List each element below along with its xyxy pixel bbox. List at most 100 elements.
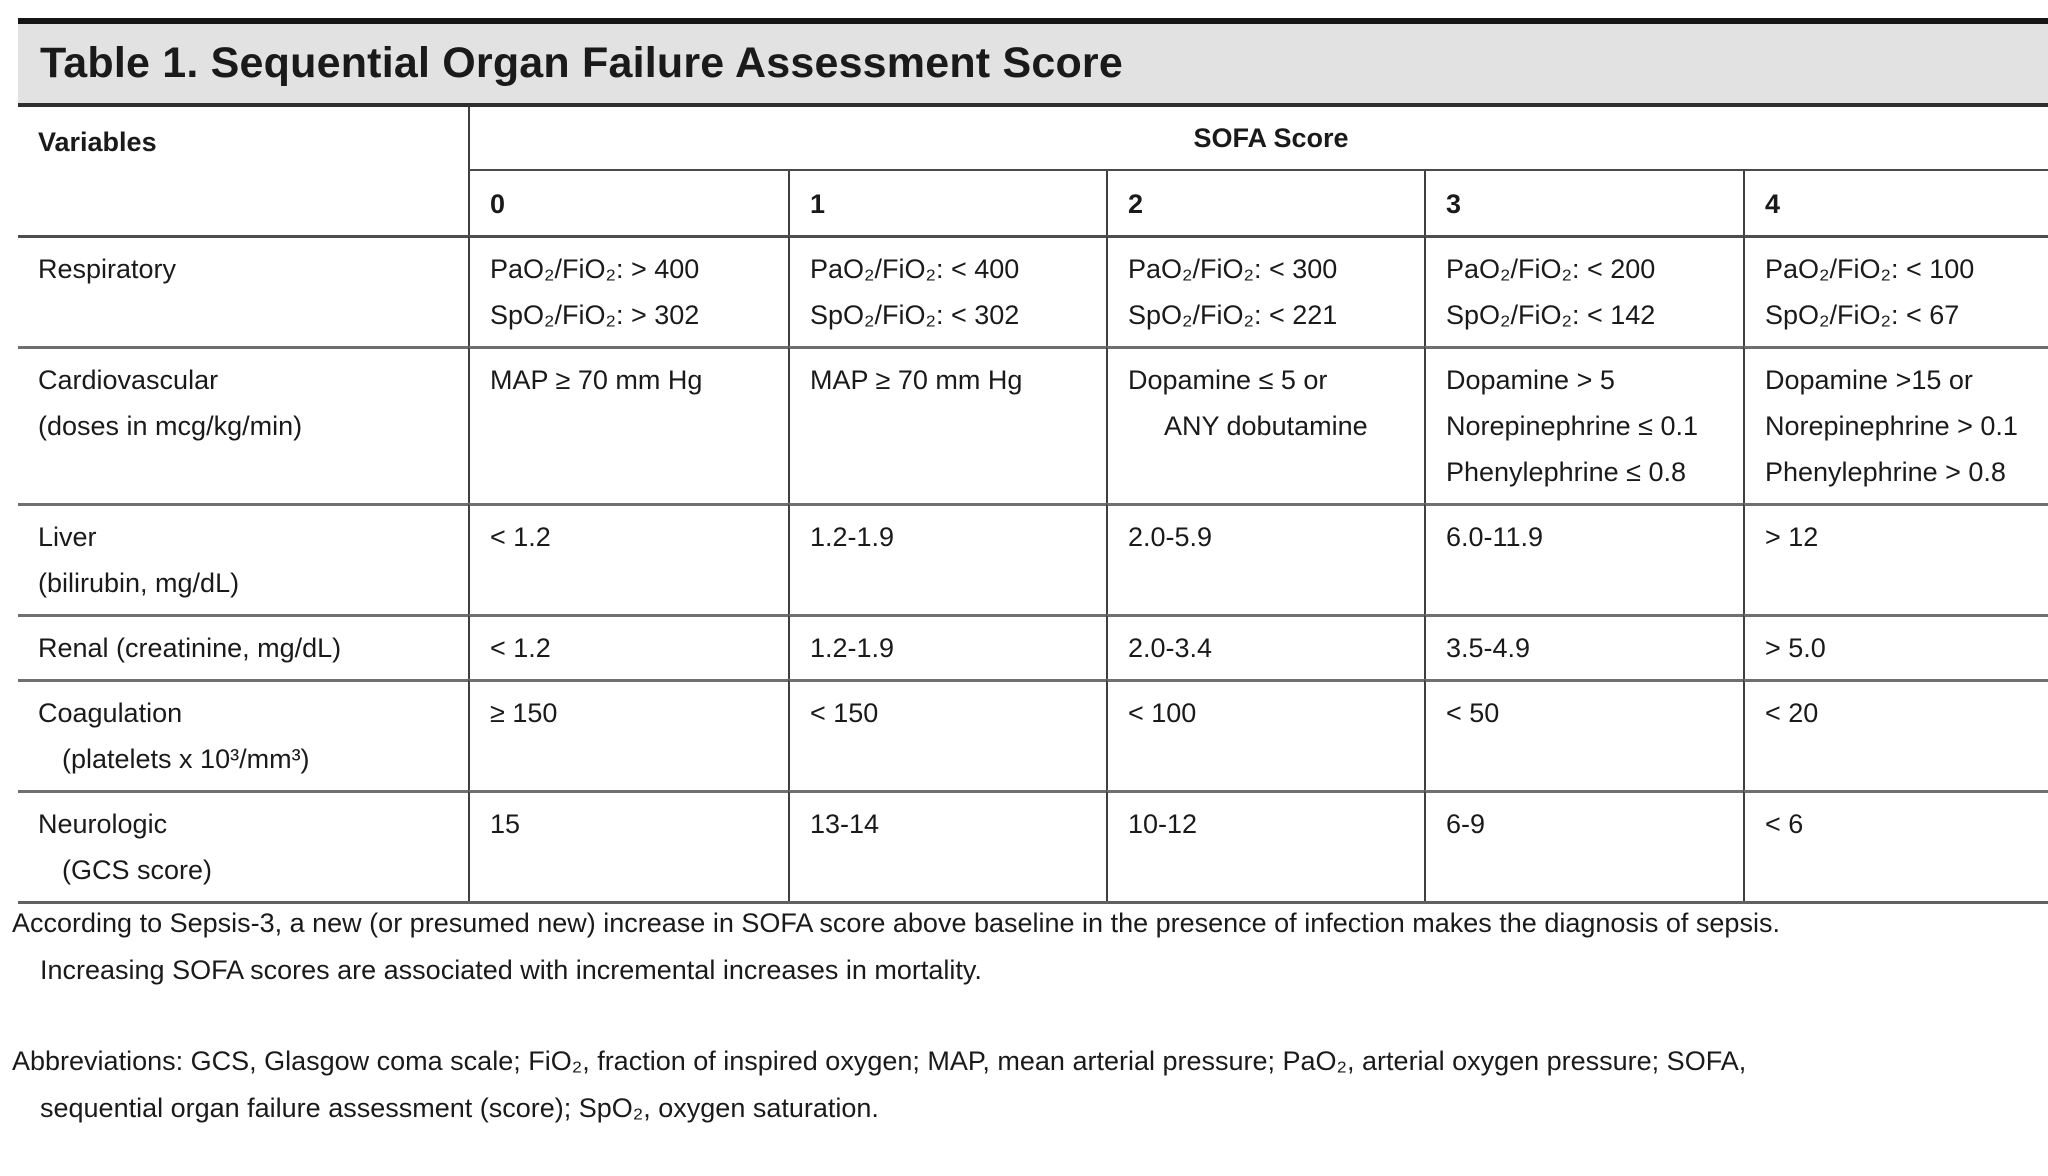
cell-line: SpO₂/FiO₂: < 302 [810, 300, 1020, 330]
cell-line: 1.2-1.9 [810, 522, 895, 552]
cell-respiratory-score4: PaO₂/FiO₂: < 100 SpO₂/FiO₂: < 67 [1743, 235, 2048, 346]
row-label-respiratory: Respiratory [18, 235, 468, 346]
score-col-label: 4 [1765, 189, 1781, 219]
cell-liver-score1: 1.2-1.9 [788, 503, 1106, 614]
cell-renal-score3: 3.5-4.9 [1424, 614, 1743, 679]
header-variables: Variables [18, 107, 468, 235]
cell-cardiovascular-score2: Dopamine ≤ 5 or ANY dobutamine [1106, 346, 1424, 503]
cell-line: SpO₂/FiO₂: > 302 [490, 300, 700, 330]
row-label-coagulation: Coagulation (platelets x 10³/mm³) [18, 679, 468, 790]
cell-line: Phenylephrine ≤ 0.8 [1446, 457, 1686, 487]
cell-line: < 20 [1765, 698, 1819, 728]
row-label-neurologic: Neurologic (GCS score) [18, 790, 468, 901]
cell-line: PaO₂/FiO₂: < 300 [1128, 254, 1338, 284]
header-sofa-score: SOFA Score [468, 107, 2048, 171]
cell-line: > 5.0 [1765, 633, 1826, 663]
cell-respiratory-score2: PaO₂/FiO₂: < 300 SpO₂/FiO₂: < 221 [1106, 235, 1424, 346]
row-label-line: Coagulation [38, 698, 183, 728]
cell-line: 15 [490, 809, 521, 839]
cell-neurologic-score0: 15 [468, 790, 788, 901]
header-variables-label: Variables [38, 127, 157, 157]
page: Table 1. Sequential Organ Failure Assess… [12, 18, 2048, 1123]
cell-neurologic-score4: < 6 [1743, 790, 2048, 901]
header-score-4: 4 [1743, 171, 2048, 235]
row-label-cardiovascular: Cardiovascular (doses in mcg/kg/min) [18, 346, 468, 503]
cell-line: Dopamine > 5 [1446, 365, 1615, 395]
row-label-renal: Renal (creatinine, mg/dL) [18, 614, 468, 679]
cell-line: 6-9 [1446, 809, 1486, 839]
sofa-table: Table 1. Sequential Organ Failure Assess… [18, 18, 2048, 904]
cell-neurologic-score1: 13-14 [788, 790, 1106, 901]
cell-line: < 150 [810, 698, 879, 728]
cell-line: Dopamine ≤ 5 or [1128, 365, 1328, 395]
row-label-line: (bilirubin, mg/dL) [38, 568, 240, 598]
cell-line: 2.0-5.9 [1128, 522, 1213, 552]
cell-line: PaO₂/FiO₂: > 400 [490, 254, 700, 284]
row-label-line: Renal (creatinine, mg/dL) [38, 633, 342, 663]
row-label-line: Respiratory [38, 254, 177, 284]
cell-coagulation-score0: ≥ 150 [468, 679, 788, 790]
cell-line: Dopamine >15 or [1765, 365, 1973, 395]
cell-line: > 12 [1765, 522, 1819, 552]
cell-line: 1.2-1.9 [810, 633, 895, 663]
note-line: Abbreviations: GCS, Glasgow coma scale; … [12, 1046, 1747, 1076]
header-score-3: 3 [1424, 171, 1743, 235]
cell-cardiovascular-score4: Dopamine >15 or Norepinephrine > 0.1 Phe… [1743, 346, 2048, 503]
cell-coagulation-score3: < 50 [1424, 679, 1743, 790]
cell-renal-score0: < 1.2 [468, 614, 788, 679]
note-sepsis: According to Sepsis-3, a new (or presume… [12, 900, 1780, 994]
row-label-line: Liver [38, 522, 97, 552]
score-col-label: 2 [1128, 189, 1144, 219]
cell-line: < 100 [1128, 698, 1197, 728]
cell-line: < 6 [1765, 809, 1804, 839]
cell-line: < 1.2 [490, 633, 551, 663]
cell-line: ≥ 150 [490, 698, 558, 728]
row-label-line: Neurologic [38, 809, 168, 839]
cell-liver-score2: 2.0-5.9 [1106, 503, 1424, 614]
cell-coagulation-score2: < 100 [1106, 679, 1424, 790]
cell-renal-score1: 1.2-1.9 [788, 614, 1106, 679]
cell-line: PaO₂/FiO₂: < 200 [1446, 254, 1656, 284]
cell-line: Phenylephrine > 0.8 [1765, 457, 2006, 487]
cell-line: 10-12 [1128, 809, 1198, 839]
header-score-0: 0 [468, 171, 788, 235]
cell-line: Norepinephrine ≤ 0.1 [1446, 411, 1698, 441]
cell-neurologic-score3: 6-9 [1424, 790, 1743, 901]
score-col-label: 0 [490, 189, 506, 219]
note-line: sequential organ failure assessment (sco… [40, 1093, 879, 1123]
cell-line: PaO₂/FiO₂: < 100 [1765, 254, 1975, 284]
table-grid: Variables SOFA Score 0 1 2 3 4 Respirato… [18, 107, 2048, 904]
table-title: Table 1. Sequential Organ Failure Assess… [40, 39, 1123, 87]
cell-line: SpO₂/FiO₂: < 221 [1128, 300, 1338, 330]
note-line: According to Sepsis-3, a new (or presume… [12, 908, 1780, 938]
footnotes: According to Sepsis-3, a new (or presume… [12, 900, 1780, 1176]
header-sofa-score-label: SOFA Score [1193, 123, 1349, 153]
cell-respiratory-score3: PaO₂/FiO₂: < 200 SpO₂/FiO₂: < 142 [1424, 235, 1743, 346]
cell-line: < 50 [1446, 698, 1500, 728]
cell-coagulation-score4: < 20 [1743, 679, 2048, 790]
cell-liver-score4: > 12 [1743, 503, 2048, 614]
score-col-label: 3 [1446, 189, 1462, 219]
header-score-1: 1 [788, 171, 1106, 235]
cell-liver-score0: < 1.2 [468, 503, 788, 614]
cell-line: 2.0-3.4 [1128, 633, 1213, 663]
cell-line: MAP ≥ 70 mm Hg [490, 365, 703, 395]
cell-renal-score4: > 5.0 [1743, 614, 2048, 679]
cell-line: ANY dobutamine [1164, 411, 1368, 441]
note-line: Increasing SOFA scores are associated wi… [40, 955, 982, 985]
cell-line: < 1.2 [490, 522, 551, 552]
cell-respiratory-score0: PaO₂/FiO₂: > 400 SpO₂/FiO₂: > 302 [468, 235, 788, 346]
row-label-liver: Liver (bilirubin, mg/dL) [18, 503, 468, 614]
note-abbreviations: Abbreviations: GCS, Glasgow coma scale; … [12, 1038, 1780, 1132]
cell-liver-score3: 6.0-11.9 [1424, 503, 1743, 614]
header-score-2: 2 [1106, 171, 1424, 235]
cell-respiratory-score1: PaO₂/FiO₂: < 400 SpO₂/FiO₂: < 302 [788, 235, 1106, 346]
row-label-line: Cardiovascular [38, 365, 219, 395]
cell-line: PaO₂/FiO₂: < 400 [810, 254, 1020, 284]
cell-line: 3.5-4.9 [1446, 633, 1531, 663]
cell-line: SpO₂/FiO₂: < 67 [1765, 300, 1960, 330]
cell-line: Norepinephrine > 0.1 [1765, 411, 2018, 441]
cell-cardiovascular-score0: MAP ≥ 70 mm Hg [468, 346, 788, 503]
cell-line: 13-14 [810, 809, 880, 839]
cell-neurologic-score2: 10-12 [1106, 790, 1424, 901]
